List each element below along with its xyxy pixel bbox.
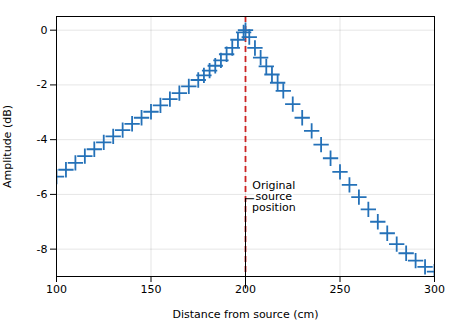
svg-text:0: 0 bbox=[41, 24, 48, 37]
svg-text:Distance from source (cm): Distance from source (cm) bbox=[172, 308, 318, 320]
svg-text:-6: -6 bbox=[37, 188, 48, 201]
svg-text:-2: -2 bbox=[37, 78, 48, 91]
svg-text:-8: -8 bbox=[37, 243, 48, 256]
svg-text:250: 250 bbox=[330, 283, 351, 296]
svg-text:100: 100 bbox=[46, 283, 67, 296]
svg-text:300: 300 bbox=[424, 283, 445, 296]
svg-text:200: 200 bbox=[235, 283, 256, 297]
svg-text:Amplitude (dB): Amplitude (dB) bbox=[1, 105, 14, 188]
svg-text:150: 150 bbox=[141, 283, 162, 296]
svg-text:Originalsourceposition: Originalsourceposition bbox=[252, 179, 296, 214]
svg-text:-4: -4 bbox=[37, 133, 48, 146]
